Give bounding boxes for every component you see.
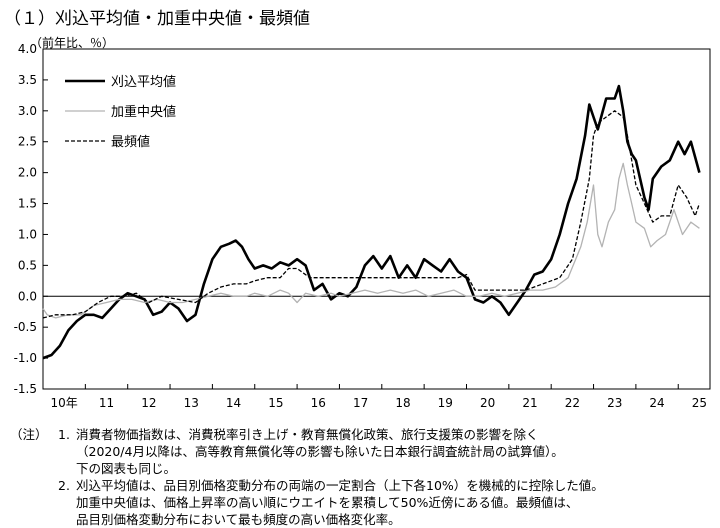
x-tick-label: 12 xyxy=(141,396,156,410)
legend-label-1: 刈込平均値 xyxy=(111,74,176,90)
y-axis-unit-label: （前年比、％） xyxy=(30,36,115,50)
y-tick-label: 2.0 xyxy=(18,166,37,180)
legend-label-3: 最頻値 xyxy=(111,134,150,150)
x-tick-label: 15 xyxy=(268,396,283,410)
x-tick-label: 20 xyxy=(480,396,495,410)
y-tick-label: 3.0 xyxy=(18,104,37,118)
footnote-line: 品目別価格変動分布において最も頻度の高い価格変化率。 xyxy=(76,512,401,527)
x-tick-label: 23 xyxy=(607,396,622,410)
y-tick-label: 0.5 xyxy=(18,258,37,272)
y-tick-label: 4.0 xyxy=(18,42,37,56)
y-tick-label: 0.0 xyxy=(18,289,37,303)
x-tick-label: 22 xyxy=(565,396,580,410)
series-line-1 xyxy=(42,84,701,360)
x-tick-label: 16 xyxy=(311,396,326,410)
footnote-line: 消費者物価指数は、消費税率引き上げ・教育無償化政策、旅行支援策の影響を除く xyxy=(76,427,539,442)
legend-label-2: 加重中央値 xyxy=(111,104,176,120)
y-tick-label: 1.0 xyxy=(18,227,37,241)
footnote-line: 刈込平均値は、品目別価格変動分布の両端の一定割合（上下各10%）を機械的に控除し… xyxy=(76,478,604,493)
y-tick-label: -0.5 xyxy=(14,320,37,334)
y-tick-label: 1.5 xyxy=(18,197,37,211)
x-tick-label: 10年 xyxy=(51,396,78,410)
line-chart: -1.5 -1.0 -0.5 0.0 0.5 1.0 1.5 2.0 2.5 3.0 3.5 4.0 1… xyxy=(14,42,711,410)
x-tick-label: 24 xyxy=(649,396,664,410)
y-tick-label: 2.5 xyxy=(18,135,37,149)
x-tick-label: 13 xyxy=(184,396,199,410)
x-tick-label: 17 xyxy=(353,396,368,410)
footnote-line: 加重中央値は、価格上昇率の高い順にウエイトを累積して50%近傍にある値。最頻値は… xyxy=(76,495,579,510)
x-tick-label: 18 xyxy=(395,396,410,410)
footnote-number: 2. xyxy=(58,478,70,493)
footnote-number: 1. xyxy=(58,427,70,442)
y-tick-label: 3.5 xyxy=(18,73,37,87)
series-line-3 xyxy=(42,110,701,319)
footnote-1: （注） 1. 消費者物価指数は、消費税率引き上げ・教育無償化政策、旅行支援策の影… xyxy=(10,426,718,477)
footnote-line: （2020/4月以降は、高等教育無償化等の影響も除いた日本銀行調査統計局の試算値… xyxy=(76,444,564,459)
x-tick-label: 21 xyxy=(522,396,537,410)
x-tick-label: 25 xyxy=(692,396,707,410)
footnote-line: 下の図表も同じ。 xyxy=(76,461,177,476)
chart-title: （１）刈込平均値・加重中央値・最頻値 xyxy=(4,9,310,29)
plot-frame xyxy=(42,48,711,390)
x-tick-label: 14 xyxy=(226,396,241,410)
y-tick-label: -1.5 xyxy=(14,382,37,396)
footnote-2: 2. 刈込平均値は、品目別価格変動分布の両端の一定割合（上下各10%）を機械的に… xyxy=(10,477,718,528)
footnote-marker: （注） xyxy=(10,427,48,442)
x-tick-label: 19 xyxy=(438,396,453,410)
x-tick-label: 11 xyxy=(99,396,114,410)
series-line-2 xyxy=(42,162,700,319)
footnotes: （注） 1. 消費者物価指数は、消費税率引き上げ・教育無償化政策、旅行支援策の影… xyxy=(10,426,718,528)
y-tick-label: -1.0 xyxy=(14,351,37,365)
